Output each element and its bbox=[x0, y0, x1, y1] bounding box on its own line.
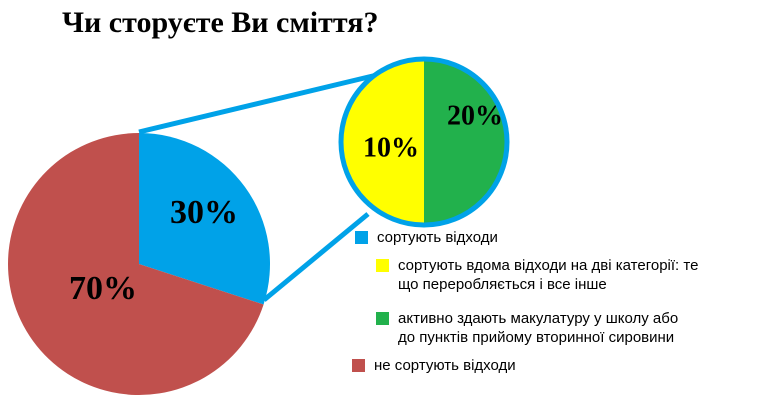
legend-label-paper-recycling: активно здають макулатуру у школу або до… bbox=[398, 310, 679, 346]
chart-title: Чи сторуєте Ви сміття? bbox=[62, 6, 379, 39]
slice-label-sorting: 30% bbox=[170, 194, 238, 231]
zoom-pie: 10% 20% bbox=[338, 56, 510, 228]
zoom-ring bbox=[338, 56, 510, 228]
legend-swatch-not-sorting bbox=[352, 359, 365, 372]
legend-label-home-two-categories: сортують вдома відходи на дві категорії:… bbox=[398, 257, 699, 293]
legend-item-sorting: сортують відходи bbox=[355, 228, 498, 247]
slice-label-home-two-categories: 10% bbox=[363, 132, 419, 163]
slice-paper-recycling bbox=[424, 59, 507, 225]
zoom-connector-group bbox=[138, 71, 382, 302]
legend-swatch-sorting bbox=[355, 231, 368, 244]
legend-label-not-sorting: не сортують відходи bbox=[374, 357, 516, 374]
legend-swatch-home-two-categories bbox=[376, 259, 389, 272]
main-pie: 30% 70% bbox=[8, 133, 270, 395]
slice-sorting bbox=[139, 133, 270, 305]
legend-item-paper-recycling: активно здають макулатуру у школу або до… bbox=[376, 309, 678, 347]
legend-swatch-paper-recycling bbox=[376, 312, 389, 325]
zoom-connector-bottom bbox=[262, 212, 370, 302]
zoom-connector-top bbox=[138, 71, 382, 135]
legend-item-not-sorting: не сортують відходи bbox=[352, 356, 516, 375]
slice-label-paper-recycling: 20% bbox=[447, 100, 503, 131]
legend-label-sorting: сортують відходи bbox=[377, 229, 498, 246]
slice-label-not-sorting: 70% bbox=[69, 270, 137, 307]
legend-item-home-two-categories: сортують вдома відходи на дві категорії:… bbox=[376, 256, 698, 294]
slice-not-sorting bbox=[8, 133, 264, 395]
slice-home-two-categories bbox=[341, 59, 424, 225]
